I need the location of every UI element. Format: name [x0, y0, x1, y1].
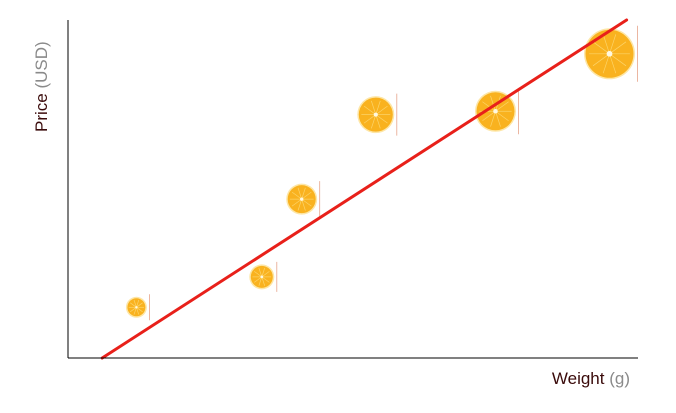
orange-segment-line — [291, 198, 302, 207]
orange-segment-line — [130, 302, 137, 308]
orange-segment-line — [602, 34, 610, 54]
orange-segment-line — [375, 100, 381, 115]
orange-segment-line — [297, 199, 303, 211]
data-point-orange-5 — [475, 88, 519, 135]
orange-segment-line — [136, 307, 143, 313]
orange-segment-line — [495, 111, 501, 127]
orange-segment-line — [482, 101, 496, 112]
y-axis-title: Price — [32, 93, 51, 132]
orange-segment-line — [592, 53, 610, 67]
orange-segment-line — [490, 111, 496, 127]
orange-segment-line — [609, 53, 627, 67]
orange-segment-line — [371, 114, 377, 129]
orange-segment-line — [609, 34, 617, 54]
orange-segment-line — [136, 307, 140, 315]
orange-center — [135, 306, 138, 309]
orange-segment-line — [261, 276, 266, 286]
orange-segment-line — [261, 276, 270, 283]
orange-segment-line — [261, 267, 266, 277]
orange-segment-line — [363, 114, 377, 124]
orange-segment-line — [133, 307, 137, 315]
orange-segment-line — [261, 271, 270, 278]
data-point-orange-3 — [286, 181, 321, 218]
data-point-orange-2 — [249, 261, 278, 292]
data-point-orange-1 — [125, 294, 150, 321]
orange-segment-line — [301, 191, 312, 200]
orange-center — [373, 112, 378, 117]
orange-segment-line — [495, 110, 509, 122]
x-axis-title: Weight — [551, 369, 605, 388]
marks-layer — [100, 18, 638, 360]
x-axis-unit: (g) — [609, 369, 630, 388]
data-point-orange-6 — [584, 25, 638, 82]
orange-center — [260, 275, 264, 279]
orange-center — [606, 50, 613, 57]
x-axis-label: Weight (g) — [552, 369, 630, 389]
orange-segment-line — [609, 53, 617, 74]
trend-line — [100, 18, 629, 360]
orange-segment-line — [301, 199, 306, 211]
y-axis-unit: (USD) — [32, 41, 51, 89]
orange-segment-line — [133, 299, 137, 308]
orange-segment-line — [297, 187, 303, 200]
orange-segment-line — [375, 114, 388, 124]
orange-segment-line — [291, 191, 302, 200]
orange-segment-line — [363, 105, 377, 115]
orange-segment-line — [495, 101, 509, 112]
orange-center — [493, 108, 498, 114]
orange-segment-line — [371, 100, 377, 115]
orange-segment-line — [375, 105, 388, 115]
orange-segment-line — [301, 187, 306, 200]
orange-segment-line — [136, 302, 143, 308]
orange-segment-line — [375, 114, 381, 129]
orange-segment-line — [130, 307, 137, 313]
orange-segment-line — [490, 95, 496, 112]
orange-segment-line — [592, 41, 610, 55]
orange-segment-line — [254, 271, 263, 278]
orange-segment-line — [254, 276, 263, 283]
orange-segment-line — [609, 41, 627, 55]
orange-segment-line — [258, 267, 263, 277]
orange-segment-line — [136, 299, 140, 308]
orange-segment-line — [482, 110, 496, 122]
orange-center — [300, 197, 304, 201]
data-point-orange-4 — [357, 93, 398, 136]
orange-segment-line — [258, 276, 263, 286]
orange-segment-line — [602, 53, 610, 74]
orange-segment-line — [301, 198, 312, 207]
